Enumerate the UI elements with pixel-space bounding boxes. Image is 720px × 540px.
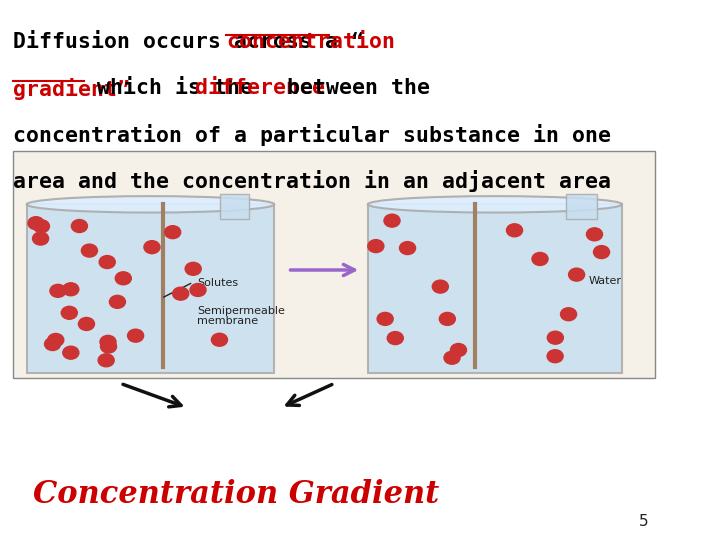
Circle shape [593, 246, 610, 259]
Circle shape [99, 255, 115, 268]
Circle shape [547, 350, 563, 363]
Circle shape [63, 283, 78, 296]
Circle shape [115, 272, 131, 285]
Circle shape [400, 241, 415, 254]
Circle shape [127, 329, 143, 342]
Circle shape [532, 253, 548, 266]
Circle shape [101, 340, 117, 353]
Circle shape [98, 354, 114, 367]
FancyBboxPatch shape [566, 194, 597, 219]
Text: concentration: concentration [227, 32, 395, 52]
Circle shape [587, 228, 603, 241]
Text: concentration of a particular substance in one: concentration of a particular substance … [14, 124, 611, 146]
Circle shape [32, 232, 48, 245]
Circle shape [432, 280, 449, 293]
Ellipse shape [27, 196, 274, 213]
Text: which is the: which is the [84, 78, 266, 98]
Circle shape [185, 262, 201, 275]
Circle shape [173, 287, 189, 300]
Circle shape [48, 334, 64, 347]
Circle shape [109, 295, 125, 308]
Circle shape [165, 226, 181, 239]
Circle shape [61, 306, 77, 319]
Circle shape [444, 352, 460, 365]
Text: Concentration Gradient: Concentration Gradient [33, 478, 440, 510]
Circle shape [439, 313, 455, 326]
Circle shape [451, 343, 467, 356]
Circle shape [547, 331, 563, 344]
FancyBboxPatch shape [368, 204, 622, 373]
Circle shape [190, 284, 206, 296]
Text: difference: difference [195, 78, 325, 98]
Text: gradient”: gradient” [14, 78, 130, 100]
Text: Semipermeable: Semipermeable [197, 306, 285, 315]
FancyBboxPatch shape [220, 194, 249, 219]
Circle shape [561, 308, 577, 321]
Circle shape [212, 333, 228, 346]
Text: membrane: membrane [197, 316, 258, 326]
Text: Diffusion occurs across a “: Diffusion occurs across a “ [14, 32, 364, 52]
FancyBboxPatch shape [14, 151, 655, 378]
Circle shape [144, 241, 160, 254]
Circle shape [45, 338, 60, 350]
Text: 5: 5 [639, 514, 649, 529]
Text: Water: Water [588, 276, 621, 286]
Circle shape [377, 313, 393, 326]
Circle shape [81, 244, 97, 257]
Circle shape [28, 217, 44, 230]
Circle shape [78, 318, 94, 330]
Text: area and the concentration in an adjacent area: area and the concentration in an adjacen… [14, 170, 611, 192]
Circle shape [506, 224, 523, 237]
Circle shape [368, 240, 384, 253]
Circle shape [387, 332, 403, 345]
Circle shape [71, 220, 87, 233]
Ellipse shape [368, 196, 622, 213]
Circle shape [569, 268, 585, 281]
Circle shape [33, 220, 50, 233]
Circle shape [63, 346, 79, 359]
FancyBboxPatch shape [27, 204, 274, 373]
Text: Solutes: Solutes [197, 279, 238, 288]
Text: between the: between the [274, 78, 430, 98]
Circle shape [50, 285, 66, 298]
Circle shape [100, 335, 116, 348]
Circle shape [384, 214, 400, 227]
